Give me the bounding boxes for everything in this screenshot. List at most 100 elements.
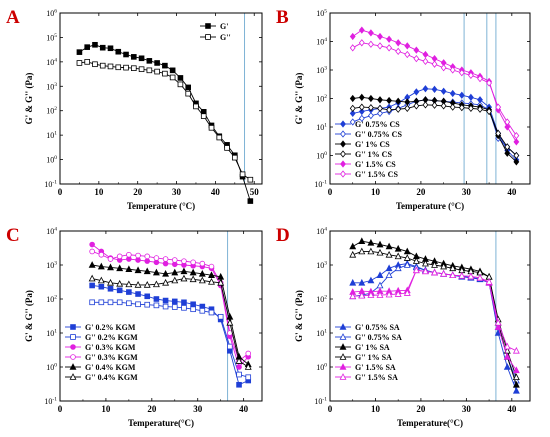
series-2 — [76, 59, 254, 183]
data-point — [394, 290, 402, 297]
data-point — [385, 264, 393, 272]
data-point — [115, 64, 122, 71]
data-point — [245, 350, 252, 357]
series-6 — [349, 266, 520, 354]
data-point — [236, 371, 242, 378]
data-point — [217, 278, 225, 286]
y-tick-label: 106 — [46, 9, 57, 19]
x-tick-label: 20 — [416, 404, 426, 414]
data-point — [358, 291, 366, 299]
data-point — [458, 271, 466, 279]
data-point — [421, 259, 429, 267]
legend: G' 0.75% SAG'' 0.75% SAG' 1% SAG'' 1% SA… — [335, 323, 402, 382]
data-point — [504, 143, 511, 151]
data-point — [126, 251, 132, 258]
legend-marker — [340, 170, 346, 178]
data-point — [162, 278, 170, 286]
x-axis-label: Temperature(°C) — [397, 418, 463, 428]
data-point — [89, 241, 95, 248]
data-point — [422, 50, 429, 59]
data-point — [431, 85, 438, 93]
data-point — [245, 374, 252, 381]
data-point — [162, 260, 169, 267]
data-point — [162, 269, 170, 277]
data-point — [171, 257, 178, 263]
data-point — [189, 268, 197, 276]
y-tick-label: 101 — [46, 131, 57, 141]
y-tick-label: 102 — [46, 295, 57, 305]
data-point — [377, 104, 383, 113]
chart-panel-a: A 0 10 20 30 40 50 10-1 100 101 102 103 104 105 106 Tem… — [6, 7, 263, 211]
legend-marker — [340, 140, 346, 148]
data-point — [107, 278, 114, 286]
data-point — [377, 42, 383, 50]
data-point — [153, 255, 160, 261]
data-point — [162, 297, 169, 304]
data-point — [449, 66, 456, 74]
data-point — [440, 102, 447, 110]
y-tick-label: 103 — [46, 261, 57, 271]
data-point — [440, 87, 447, 95]
y-tick-label: 104 — [316, 227, 327, 237]
data-point — [367, 291, 375, 298]
data-point — [477, 74, 483, 83]
data-point — [476, 273, 484, 281]
data-point — [358, 39, 365, 47]
data-point — [385, 290, 393, 298]
data-point — [126, 300, 132, 307]
data-point — [431, 60, 438, 68]
data-point — [208, 263, 215, 270]
legend-marker — [339, 333, 347, 340]
data-point — [107, 63, 114, 70]
data-point — [377, 109, 383, 118]
data-point — [377, 32, 383, 41]
data-point — [513, 151, 520, 160]
data-point — [404, 104, 411, 113]
legend: G' 0.75% CSG'' 0.75% CSG' 1% CSG'' 1% CS… — [335, 120, 402, 179]
data-point — [395, 47, 402, 56]
data-point — [189, 275, 197, 283]
data-point — [162, 70, 168, 77]
data-point — [504, 118, 511, 126]
data-point — [171, 276, 179, 284]
data-point — [107, 45, 114, 52]
data-point — [504, 149, 511, 157]
data-point — [138, 66, 145, 73]
data-point — [449, 89, 456, 98]
legend-label: G'' 0.75% SA — [355, 333, 402, 342]
x-tick-label: 0 — [58, 187, 63, 197]
data-point — [247, 176, 254, 183]
data-point — [495, 103, 502, 111]
legend-marker — [70, 324, 76, 330]
legend-label: G' 0.2% KGM — [85, 323, 136, 332]
x-tick-label: 0 — [328, 187, 333, 197]
data-point — [208, 124, 215, 131]
x-tick-label: 0 — [328, 404, 333, 414]
data-point — [98, 299, 105, 306]
y-tick-label: 102 — [46, 106, 57, 116]
legend-label: G' 0.75% SA — [355, 323, 400, 332]
x-tick-label: 40 — [239, 404, 249, 414]
legend-marker — [69, 373, 77, 380]
data-point — [440, 269, 448, 277]
panel-letter: C — [6, 225, 20, 246]
data-point — [153, 296, 160, 302]
data-point — [185, 84, 191, 91]
data-point — [458, 69, 465, 77]
data-point — [412, 257, 420, 264]
legend-label: G'' — [220, 33, 231, 42]
legend-marker — [205, 34, 211, 40]
data-point — [135, 252, 141, 259]
data-point — [138, 55, 145, 62]
x-tick-label: 30 — [172, 187, 182, 197]
data-point — [123, 64, 129, 71]
data-point — [144, 258, 151, 264]
y-tick-label: 102 — [316, 295, 327, 305]
data-point — [358, 114, 365, 123]
data-point — [394, 252, 402, 260]
y-tick-label: 10-1 — [314, 180, 327, 190]
data-point — [449, 271, 457, 279]
data-point — [440, 64, 447, 72]
legend-marker — [340, 150, 346, 158]
data-point — [76, 60, 83, 66]
